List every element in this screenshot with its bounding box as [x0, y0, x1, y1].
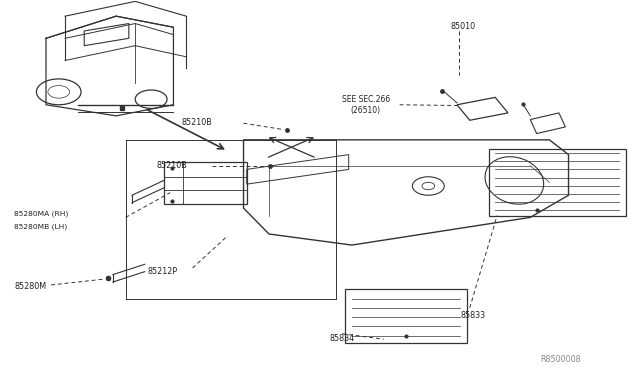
- Text: SEE SEC.266: SEE SEC.266: [342, 95, 390, 104]
- Text: 85280MB (LH): 85280MB (LH): [14, 223, 67, 230]
- Text: 85212P: 85212P: [148, 267, 178, 276]
- Text: (26510): (26510): [351, 106, 381, 115]
- Text: 85280MA (RH): 85280MA (RH): [14, 211, 68, 217]
- Text: 85834: 85834: [330, 334, 355, 343]
- Text: 85210B: 85210B: [181, 118, 212, 127]
- Text: 85280M: 85280M: [14, 282, 46, 291]
- Text: 85833: 85833: [460, 311, 485, 320]
- Text: 85010: 85010: [451, 22, 476, 31]
- Text: R8500008: R8500008: [540, 355, 580, 364]
- Text: 85210B: 85210B: [157, 161, 188, 170]
